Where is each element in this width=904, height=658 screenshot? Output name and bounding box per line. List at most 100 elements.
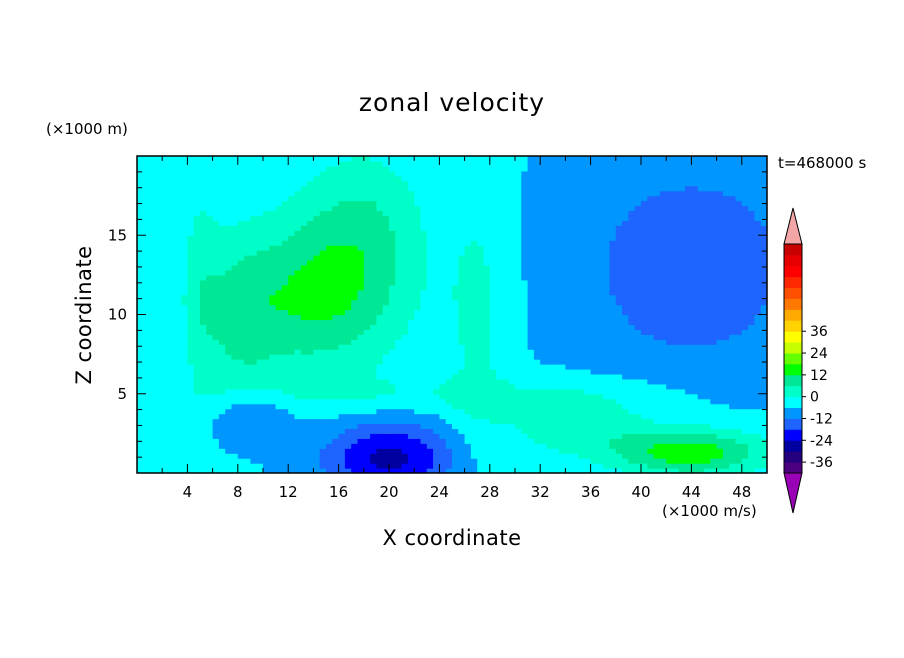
heatmap-cell — [452, 309, 459, 316]
heatmap-cell — [300, 220, 308, 226]
heatmap-cell — [615, 175, 623, 182]
heatmap-cell — [414, 250, 422, 256]
heatmap-cell — [420, 230, 428, 236]
heatmap-cell — [420, 344, 428, 350]
heatmap-cell — [256, 185, 264, 192]
heatmap-cell — [395, 354, 403, 360]
heatmap-cell — [181, 458, 188, 464]
heatmap-cell — [294, 463, 302, 469]
heatmap-cell — [370, 274, 377, 281]
heatmap-cell — [420, 200, 428, 207]
heatmap-cell — [269, 339, 277, 345]
heatmap-cell — [502, 225, 510, 231]
heatmap-cell — [376, 468, 384, 473]
heatmap-cell — [181, 245, 188, 251]
heatmap-cell — [496, 304, 503, 311]
heatmap-cell — [256, 245, 264, 251]
heatmap-cell — [143, 274, 151, 281]
heatmap-cell — [269, 413, 277, 420]
heatmap-cell — [376, 215, 384, 221]
heatmap-cell — [489, 443, 497, 449]
heatmap-cell — [584, 304, 592, 311]
heatmap-cell — [300, 418, 308, 425]
heatmap-cell — [540, 255, 548, 261]
heatmap-cell — [382, 274, 390, 281]
heatmap-cell — [603, 349, 611, 355]
heatmap-cell — [540, 170, 548, 177]
heatmap-cell — [496, 364, 503, 370]
heatmap-cell — [502, 260, 510, 266]
heatmap-cell — [206, 289, 214, 296]
heatmap-cell — [256, 378, 264, 385]
heatmap-cell — [244, 205, 251, 212]
heatmap-cell — [326, 329, 333, 335]
heatmap-cell — [212, 200, 220, 207]
heatmap-cell — [552, 373, 560, 380]
heatmap-cell — [590, 255, 598, 261]
heatmap-cell — [590, 185, 598, 192]
heatmap-cell — [288, 329, 296, 335]
heatmap-cell — [193, 393, 201, 400]
heatmap-cell — [256, 304, 264, 311]
heatmap-cell — [584, 264, 592, 271]
heatmap-cell — [363, 418, 371, 425]
heatmap-cell — [584, 359, 592, 365]
heatmap-cell — [137, 230, 144, 236]
heatmap-cell — [338, 314, 346, 321]
heatmap-cell — [231, 373, 239, 380]
heatmap-cell — [540, 299, 548, 306]
heatmap-cell — [269, 368, 277, 375]
heatmap-cell — [363, 200, 371, 207]
heatmap-cell — [149, 170, 157, 177]
heatmap-cell — [225, 205, 233, 212]
heatmap-cell — [458, 279, 466, 286]
heatmap-cell — [307, 156, 314, 162]
heatmap-cell — [584, 408, 592, 415]
heatmap-cell — [370, 438, 377, 444]
heatmap-cell — [540, 220, 548, 226]
heatmap-cell — [515, 210, 522, 217]
heatmap-cell — [155, 175, 163, 182]
heatmap-cell — [420, 438, 428, 444]
heatmap-cell — [181, 428, 188, 434]
heatmap-cell — [533, 205, 541, 212]
heatmap-cell — [603, 175, 611, 182]
heatmap-cell — [326, 468, 333, 473]
heatmap-cell — [382, 240, 390, 246]
heatmap-cell — [250, 383, 258, 390]
heatmap-cell — [439, 433, 447, 439]
heatmap-cell — [212, 453, 220, 459]
heatmap-cell — [508, 423, 516, 430]
heatmap-cell — [433, 185, 440, 192]
heatmap-cell — [382, 443, 390, 449]
heatmap-cell — [294, 289, 302, 296]
heatmap-cell — [578, 180, 585, 187]
heatmap-cell — [389, 344, 396, 350]
heatmap-cell — [389, 448, 396, 454]
heatmap-cell — [281, 378, 289, 385]
heatmap-cell — [622, 458, 629, 464]
heatmap-cell — [533, 175, 541, 182]
heatmap-cell — [426, 438, 434, 444]
heatmap-cell — [206, 160, 214, 167]
heatmap-cell — [307, 428, 314, 434]
heatmap-cell — [414, 165, 422, 172]
heatmap-cell — [533, 349, 541, 355]
heatmap-cell — [149, 245, 157, 251]
heatmap-cell — [250, 264, 258, 271]
heatmap-cell — [433, 294, 440, 301]
heatmap-cell — [407, 334, 415, 340]
heatmap-cell — [496, 443, 503, 449]
heatmap-cell — [578, 428, 585, 434]
heatmap-cell — [527, 344, 535, 350]
heatmap-cell — [376, 299, 384, 306]
heatmap-cell — [155, 220, 163, 226]
heatmap-cell — [237, 339, 245, 345]
heatmap-cell — [300, 448, 308, 454]
heatmap-cell — [357, 329, 365, 335]
heatmap-cell — [269, 364, 277, 370]
heatmap-cell — [571, 264, 579, 271]
heatmap-cell — [370, 413, 377, 420]
heatmap-cell — [382, 458, 390, 464]
heatmap-cell — [483, 215, 491, 221]
